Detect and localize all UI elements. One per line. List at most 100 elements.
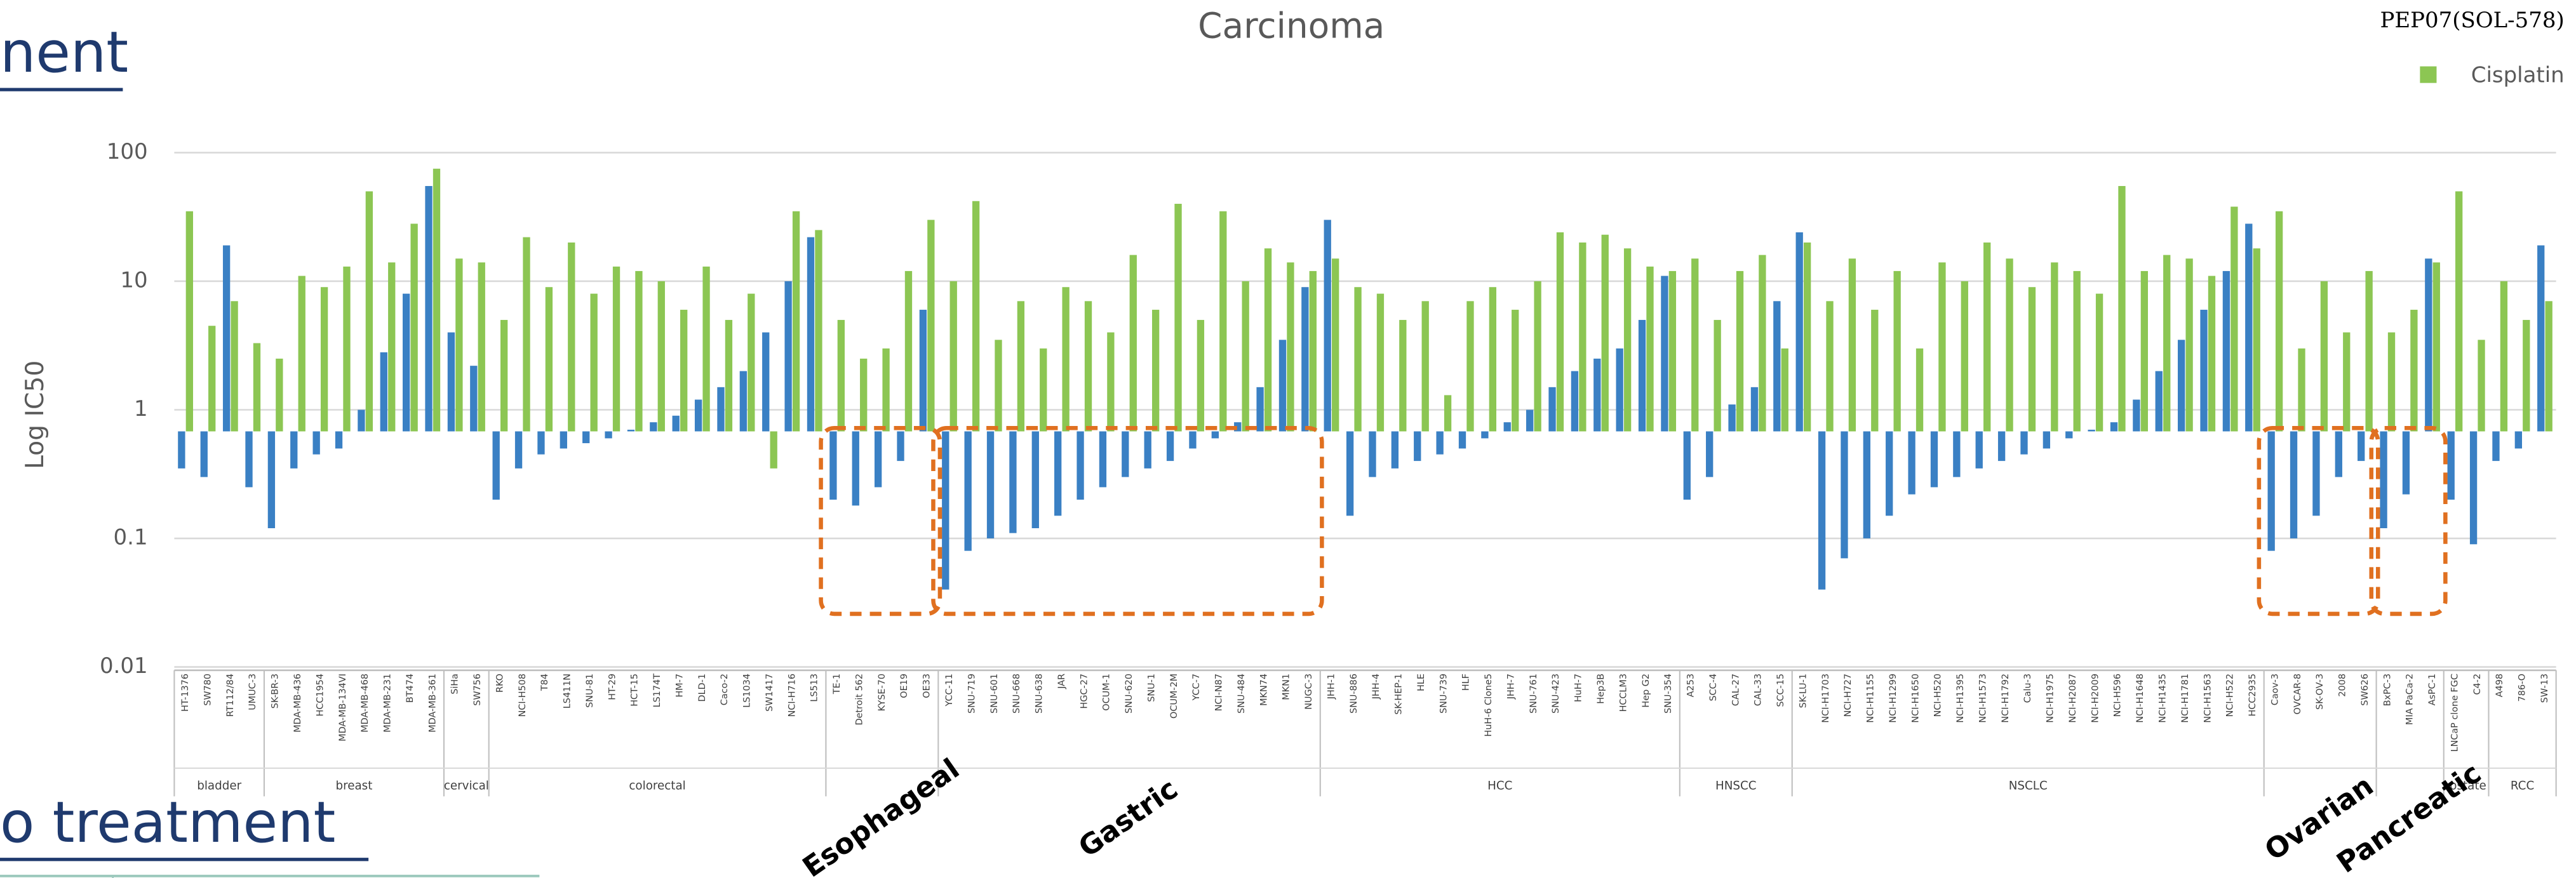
bar <box>1489 287 1496 432</box>
x-tick-label: Calu-3 <box>2023 674 2033 703</box>
x-tick-label: CAL-33 <box>1754 674 1764 706</box>
x-tick-label: LS1034 <box>742 674 753 708</box>
bar <box>358 409 365 432</box>
bar <box>222 245 231 432</box>
bar <box>1534 281 1541 432</box>
bar <box>2231 206 2238 432</box>
highlight-box <box>931 425 1324 616</box>
bar <box>995 340 1002 432</box>
bar <box>635 270 643 432</box>
bar <box>2425 258 2432 432</box>
x-tick-label: SW780 <box>203 674 213 706</box>
x-tick-label: SNU-81 <box>585 674 595 708</box>
x-tick-label: NCI-H1648 <box>2135 674 2145 723</box>
bar <box>1826 301 1834 432</box>
group-label: HNSCC <box>1715 780 1757 793</box>
bar <box>2073 270 2081 432</box>
bar <box>1863 431 1870 539</box>
bar <box>1893 270 1901 432</box>
bar <box>2545 301 2553 432</box>
x-tick-label: UMUC-3 <box>248 674 258 710</box>
x-tick-label: HuH-6 Clone5 <box>1484 674 1494 736</box>
x-tick-label: LS513 <box>810 674 820 702</box>
bar <box>560 431 567 449</box>
bar <box>1646 266 1654 432</box>
bar <box>433 168 441 432</box>
y-tick-label: 0.01 <box>100 653 148 679</box>
bar <box>1795 232 1803 432</box>
x-tick-label: OE19 <box>899 674 909 698</box>
x-tick-label: HuH-7 <box>1574 674 1584 702</box>
x-tick-label: JHH-1 <box>1326 674 1336 700</box>
bar <box>1332 258 1339 432</box>
bar <box>852 431 859 506</box>
x-tick-label: SNU-484 <box>1237 674 1247 714</box>
bar <box>1346 431 1354 516</box>
x-tick-label: SNU-1 <box>1146 674 1157 702</box>
bar <box>410 223 418 432</box>
bar <box>2343 332 2351 432</box>
y-tick-label: 1 <box>134 396 148 422</box>
highlight-box <box>819 425 943 616</box>
x-tick-label: LS174T <box>652 674 662 708</box>
bar <box>1997 431 2006 462</box>
bar <box>545 287 553 432</box>
x-tick-label: HT-1376 <box>180 674 191 712</box>
bar <box>1848 258 1856 432</box>
x-tick-label: NCI-H1703 <box>1821 674 1831 723</box>
bar <box>2253 248 2260 432</box>
bar <box>1938 262 1946 432</box>
bar <box>874 431 882 488</box>
bar <box>1354 287 1362 432</box>
bar <box>2432 262 2440 432</box>
bar <box>245 431 253 488</box>
x-tick-label: NCI-H1155 <box>1866 674 1876 723</box>
bar <box>829 431 837 500</box>
x-tick-label: JAR <box>1057 674 1067 689</box>
x-tick-label: HGC-27 <box>1079 674 1089 708</box>
bar <box>1376 293 1385 432</box>
bar <box>2051 262 2058 432</box>
x-tick-label: NCI-H520 <box>1933 674 1943 717</box>
x-tick-label: MKN74 <box>1259 674 1269 706</box>
x-tick-label: 786-O <box>2518 674 2528 702</box>
bar <box>455 258 463 432</box>
x-tick-label: OCUM-2M <box>1169 674 1179 719</box>
bar <box>2065 431 2073 439</box>
bar <box>425 186 433 432</box>
group-label: colorectal <box>629 780 685 793</box>
bar <box>815 230 822 432</box>
x-tick-label: BxPC-3 <box>2382 674 2392 706</box>
bar <box>185 211 193 432</box>
bar <box>2469 431 2478 545</box>
bar <box>2006 258 2013 432</box>
bar <box>964 431 972 551</box>
bar <box>680 309 688 432</box>
x-tick-label: NCI-H596 <box>2113 674 2123 717</box>
x-tick-label: MDA-MB-231 <box>383 674 393 733</box>
x-tick-label: SCC-4 <box>1708 674 1719 701</box>
bar <box>2163 255 2171 432</box>
x-tick-label: YCC-11 <box>944 674 955 707</box>
bar <box>919 309 927 432</box>
bar <box>627 429 635 432</box>
bar <box>2523 319 2530 432</box>
x-tick-label: NCI-N87 <box>1214 674 1224 711</box>
bar <box>702 266 710 432</box>
x-tick-label: NCI-H508 <box>518 674 528 717</box>
bar <box>208 326 216 432</box>
y-tick-label: 100 <box>107 139 148 164</box>
x-tick-label: AsPC-1 <box>2427 674 2438 705</box>
chart-title: Carcinoma <box>1198 6 1385 46</box>
x-tick-label: SW626 <box>2360 674 2370 706</box>
bar <box>523 237 530 432</box>
bar <box>1548 387 1556 432</box>
highlight-box <box>2369 425 2448 616</box>
x-tick-label: SNU-761 <box>1529 674 1539 714</box>
bar <box>267 431 276 529</box>
bar <box>1668 270 1677 432</box>
bar <box>1706 431 1714 477</box>
x-tick-label: NCI-H1299 <box>1888 674 1898 723</box>
bar <box>904 270 913 432</box>
bar <box>1638 319 1646 432</box>
